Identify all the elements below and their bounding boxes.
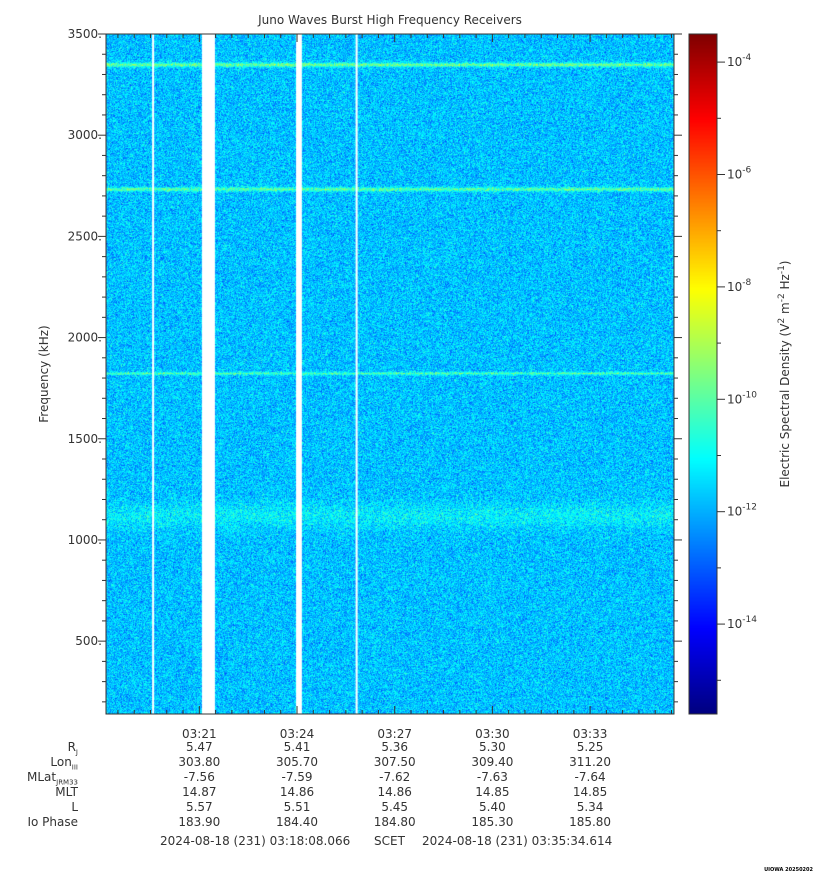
ephemeris-value: 14.87: [182, 785, 217, 799]
ephemeris-value: 5.57: [185, 800, 213, 814]
scet-start: 2024-08-18 (231) 03:18:08.066: [160, 834, 351, 848]
ephemeris-value: 305.70: [276, 755, 319, 769]
ephemeris-value: 184.80: [373, 815, 416, 829]
ephemeris-value: 14.86: [279, 785, 315, 799]
credit-stamp: UIOWA 20250202: [764, 867, 813, 873]
x-tick-label: 03:21: [182, 727, 217, 741]
ephemeris-value: 184.40: [276, 815, 319, 829]
ephemeris-value: 5.25: [576, 740, 604, 754]
y-tick-label: 500.: [75, 634, 102, 648]
colorbar-axis: 10-4 10-6 10-8 10-10 10-12 10-14: [717, 53, 757, 681]
y-axis-label: Frequency (kHz): [37, 325, 51, 422]
ephemeris-row: MLatJRM33 -7.56 -7.59 -7.62 -7.63 -7.64: [0, 770, 690, 787]
ephemeris-value: 307.50: [373, 755, 416, 769]
ephemeris-row: MLT 14.87 14.86 14.86 14.85 14.85: [0, 785, 690, 800]
y-tick-label: 2000.: [68, 331, 102, 345]
ephemeris-row: Io Phase 183.90 184.40 184.80 185.30 185.80: [0, 815, 690, 830]
ephemeris-value: 5.36: [381, 740, 409, 754]
ephemeris-value: 185.80: [569, 815, 612, 829]
colorbar-tick-label: 10-4: [727, 53, 752, 69]
colorbar-label: Electric Spectral Density (V2 m-2 Hz-1): [777, 260, 792, 487]
ephemeris-value: 14.85: [572, 785, 608, 799]
x-tick-label: 03:33: [573, 727, 608, 741]
ephemeris-value: 5.34: [576, 800, 604, 814]
colorbar-tick-label: 10-10: [727, 390, 757, 406]
x-axis: 03:21 03:24 03:27 03:30 03:33: [117, 34, 672, 741]
scet-label: SCET: [374, 834, 405, 848]
ephemeris-value: 303.80: [178, 755, 221, 769]
y-tick-label: 3000.: [68, 128, 102, 142]
ephemeris-value: -7.56: [183, 770, 215, 784]
y-axis: 3500. 3000. 2500. 2000. 1500. 1000. 500.: [68, 27, 682, 703]
ephemeris-label: MLatJRM33: [27, 770, 78, 787]
x-tick-label: 03:27: [377, 727, 412, 741]
ephemeris-value: 5.30: [479, 740, 506, 754]
colorbar-tick-label: 10-6: [727, 165, 752, 181]
chart-title: Juno Waves Burst High Frequency Receiver…: [258, 13, 522, 27]
ephemeris-value: 5.51: [283, 800, 311, 814]
ephemeris-value: 311.20: [569, 755, 612, 769]
y-tick-label: 3500.: [68, 27, 102, 41]
ephemeris-value: -7.62: [379, 770, 411, 784]
ephemeris-value: 309.40: [471, 755, 514, 769]
ephemeris-value: -7.59: [281, 770, 313, 784]
y-tick-label: 2500.: [68, 229, 102, 243]
x-tick-label: 03:24: [280, 727, 315, 741]
spectrogram-heatmap: [106, 34, 674, 714]
ephemeris-value: 185.30: [471, 815, 514, 829]
ephemeris-value: 14.86: [377, 785, 412, 799]
ephemeris-label: LonIII: [50, 755, 78, 772]
scet-end: 2024-08-18 (231) 03:35:34.614: [422, 834, 613, 848]
ephemeris-value: 5.47: [185, 740, 213, 754]
ephemeris-row: RJ 5.47 5.41 5.36 5.30 5.25: [0, 740, 690, 757]
y-tick-label: 1500.: [68, 432, 102, 446]
ephemeris-value: -7.64: [574, 770, 606, 784]
ephemeris-value: 5.45: [381, 800, 409, 814]
ephemeris-label: RJ: [67, 740, 78, 757]
y-tick-label: 1000.: [68, 533, 102, 547]
colorbar-tick-label: 10-12: [727, 503, 757, 519]
ephemeris-row: LonIII 303.80 305.70 307.50 309.40 311.20: [0, 755, 690, 772]
plot-frame: [105, 33, 675, 715]
colorbar-tick-label: 10-8: [727, 278, 752, 294]
colorbar-tick-label: 10-14: [727, 615, 757, 631]
ephemeris-value: 183.90: [178, 815, 221, 829]
ephemeris-value: 5.40: [479, 800, 506, 814]
ephemeris-value: 14.85: [475, 785, 510, 799]
ephemeris-label: L: [71, 800, 78, 814]
colorbar: [689, 34, 717, 714]
ephemeris-label: Io Phase: [27, 815, 78, 829]
ephemeris-value: -7.63: [476, 770, 508, 784]
x-tick-label: 03:30: [475, 727, 510, 741]
ephemeris-label: MLT: [55, 785, 78, 799]
ephemeris-value: 5.41: [283, 740, 311, 754]
ephemeris-row: L 5.57 5.51 5.45 5.40 5.34: [0, 800, 690, 815]
colorbar-frame: [688, 33, 718, 715]
